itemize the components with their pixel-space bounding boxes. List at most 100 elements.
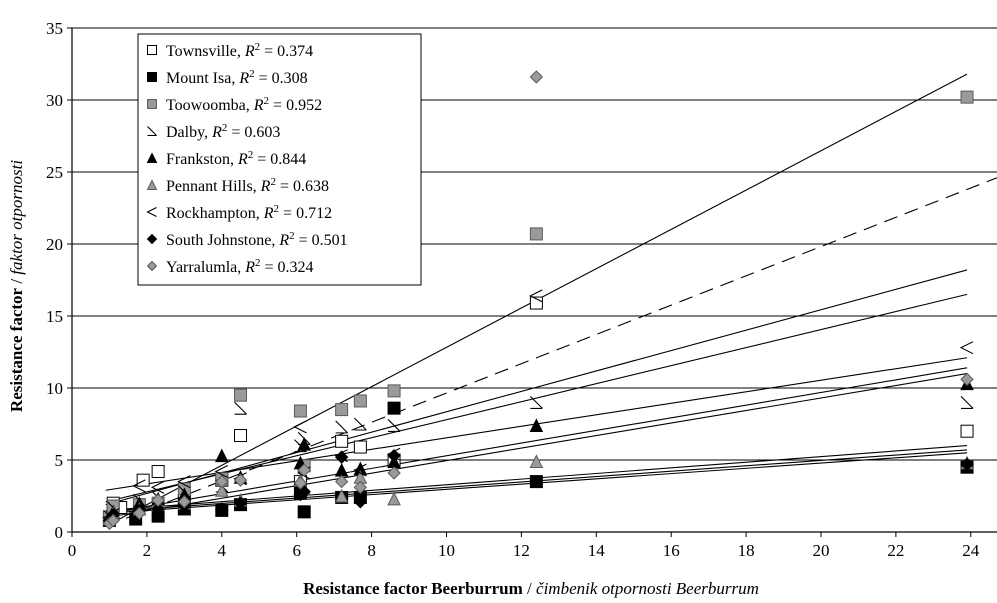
point-south-johnstone [233, 496, 248, 510]
legend-entry-pennant-hills: Pennant Hills, R2 = 0.638 [166, 176, 329, 195]
point-townsville [234, 429, 248, 443]
legend-marker-yarralumla [146, 260, 158, 272]
point-pennant-hills [529, 454, 544, 468]
point-frankston [214, 448, 229, 463]
point-dalby [529, 396, 543, 409]
point-townsville [136, 473, 150, 487]
legend-marker-pennant-hills [146, 179, 158, 190]
point-frankston [334, 462, 349, 477]
point-rockhampton [293, 420, 307, 434]
legend-marker-toowoomba [147, 99, 157, 109]
y-tick-label: 15 [46, 307, 63, 326]
point-pennant-hills [387, 491, 401, 506]
point-townsville [353, 440, 367, 454]
point-dalby [353, 417, 367, 431]
y-tick-label: 30 [46, 91, 63, 110]
point-yarralumla [233, 473, 248, 487]
point-rockhampton [177, 475, 191, 489]
point-rockhampton [959, 341, 974, 355]
x-tick-label: 16 [663, 541, 680, 560]
point-frankston [529, 418, 544, 432]
legend-marker-townsville [147, 45, 157, 55]
point-toowoomba [529, 227, 543, 241]
point-toowoomba [293, 404, 307, 418]
point-toowoomba [234, 388, 248, 402]
point-yarralumla [215, 474, 229, 489]
point-rockhampton [353, 463, 367, 477]
point-yarralumla [132, 506, 147, 520]
point-south-johnstone [353, 495, 368, 509]
trendline [105, 177, 997, 527]
y-tick-label: 5 [55, 451, 64, 470]
x-tick-label: 2 [143, 541, 152, 560]
y-tick-label: 0 [55, 523, 64, 542]
point-toowoomba [387, 384, 401, 398]
point-yarralumla [960, 372, 974, 387]
point-yarralumla [177, 495, 192, 509]
point-yarralumla [334, 474, 349, 489]
point-mount-isa [387, 401, 401, 415]
point-toowoomba [960, 90, 974, 104]
y-tick-label: 20 [46, 235, 63, 254]
x-tick-label: 8 [367, 541, 376, 560]
point-yarralumla [529, 70, 544, 84]
legend-marker-south-johnstone [146, 233, 158, 245]
point-yarralumla [387, 466, 401, 480]
x-tick-label: 0 [68, 541, 77, 560]
point-pennant-hills [334, 488, 349, 503]
point-south-johnstone [334, 450, 349, 464]
y-tick-label: 35 [46, 19, 63, 38]
legend-entry-toowoomba: Toowoomba, R2 = 0.952 [166, 95, 322, 114]
point-south-johnstone [529, 474, 544, 489]
legend-entry-townsville: Townsville, R2 = 0.374 [166, 41, 313, 60]
point-rockhampton [529, 289, 543, 303]
x-tick-label: 6 [292, 541, 301, 560]
x-tick-label: 22 [887, 541, 904, 560]
y-axis-label: Resistance factor / faktor otpornosti [7, 160, 26, 412]
point-rockhampton [214, 465, 229, 479]
point-rockhampton [132, 479, 146, 493]
x-tick-label: 24 [962, 541, 980, 560]
x-tick-label: 14 [588, 541, 606, 560]
point-dalby [234, 401, 247, 415]
point-toowoomba [335, 403, 349, 417]
point-yarralumla [293, 476, 308, 490]
point-south-johnstone [387, 448, 401, 463]
legend-box [137, 33, 422, 286]
legend-entry-mount-isa: Mount Isa, R2 = 0.308 [166, 68, 308, 87]
trendline [105, 373, 968, 519]
legend-entry-frankston: Frankston, R2 = 0.844 [166, 149, 306, 168]
point-rockhampton [150, 480, 165, 494]
point-frankston [297, 437, 311, 451]
point-yarralumla [106, 513, 120, 528]
x-tick-label: 4 [218, 541, 227, 560]
point-south-johnstone [151, 502, 165, 516]
legend-entry-rockhampton: Rockhampton, R2 = 0.712 [166, 203, 332, 222]
point-townsville [335, 434, 349, 448]
x-tick-label: 12 [513, 541, 530, 560]
data-points [102, 70, 974, 531]
x-tick-label: 10 [438, 541, 455, 560]
point-toowoomba [353, 394, 367, 408]
point-south-johnstone [960, 457, 974, 472]
point-dalby [387, 419, 401, 432]
point-townsville [151, 465, 165, 479]
point-yarralumla [297, 463, 311, 477]
point-pennant-hills [214, 483, 229, 497]
legend-marker-dalby [147, 126, 157, 137]
y-tick-label: 25 [46, 163, 63, 182]
legend-marker-frankston [146, 152, 158, 163]
point-townsville [960, 424, 974, 438]
trendline [105, 367, 968, 514]
legend-entry-yarralumla: Yarralumla, R2 = 0.324 [166, 257, 314, 276]
legend-marker-rockhampton [146, 207, 157, 217]
legend-entry-south-johnstone: South Johnstone, R2 = 0.501 [166, 230, 348, 249]
point-yarralumla [151, 493, 165, 508]
trendline [105, 293, 968, 503]
point-dalby [335, 420, 349, 434]
point-dalby [960, 396, 974, 409]
x-axis-label: Resistance factor Beerburrum / čimbenik … [303, 579, 759, 598]
legend-marker-mount-isa [147, 72, 157, 82]
